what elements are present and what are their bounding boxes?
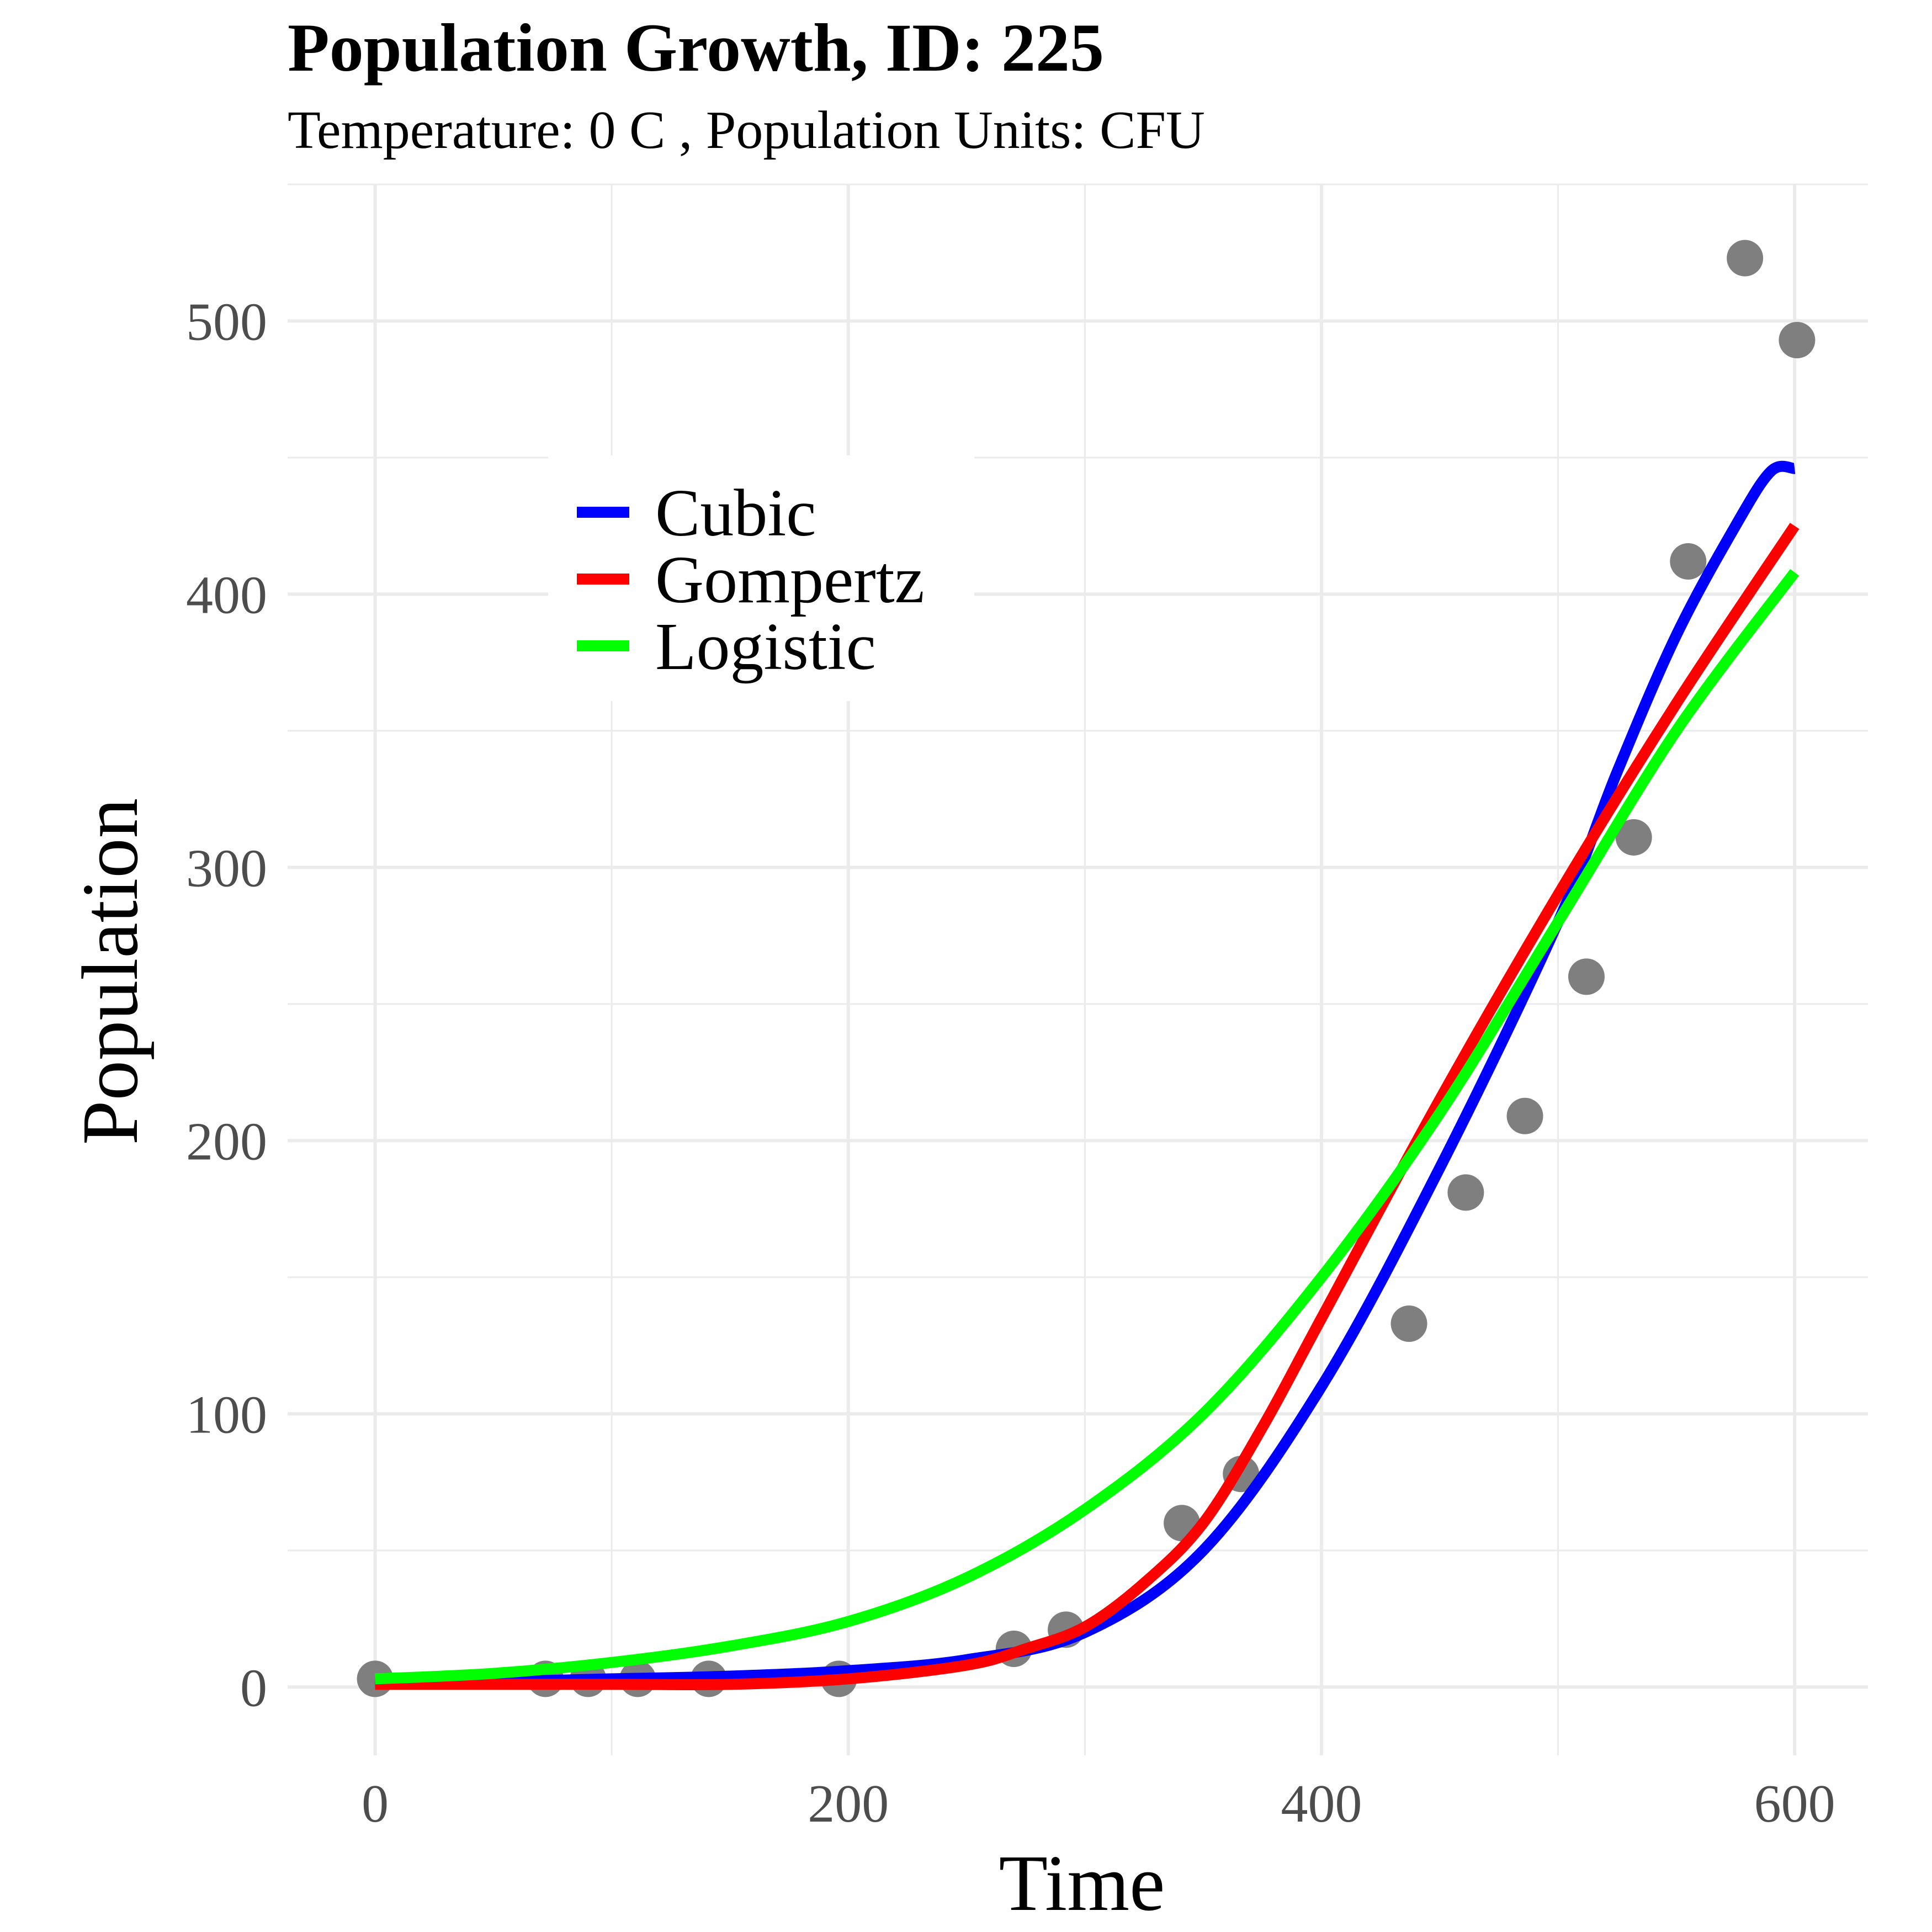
data-point — [1390, 1305, 1427, 1342]
y-tick-labels: 0 100 200 300 400 500 — [186, 292, 267, 1718]
legend-label-logistic: Logistic — [655, 609, 876, 684]
fit-lines — [375, 460, 1800, 1691]
x-tick-label: 600 — [1754, 1774, 1835, 1834]
y-tick-label: 500 — [186, 292, 267, 352]
x-tick-label: 0 — [362, 1774, 389, 1834]
x-tick-label: 200 — [808, 1774, 889, 1834]
x-tick-label: 400 — [1281, 1774, 1362, 1834]
y-tick-label: 300 — [186, 838, 267, 898]
data-point — [1779, 322, 1816, 359]
x-tick-labels: 0 200 400 600 — [362, 1774, 1835, 1834]
y-tick-label: 200 — [186, 1112, 267, 1171]
chart-subtitle: Temperature: 0 C , Population Units: CFU — [288, 100, 1205, 160]
chart-title: Population Growth, ID: 225 — [288, 10, 1104, 86]
y-tick-label: 400 — [186, 565, 267, 625]
series-line-gompertz — [375, 523, 1800, 1691]
series-line-cubic — [375, 460, 1796, 1687]
data-point — [1447, 1174, 1484, 1211]
y-axis-title: Population — [66, 798, 155, 1145]
y-tick-label: 100 — [186, 1385, 267, 1445]
data-point — [1506, 1097, 1543, 1134]
data-point — [1670, 543, 1707, 580]
legend-label-cubic: Cubic — [655, 476, 816, 550]
x-axis-title: Time — [999, 1839, 1165, 1928]
data-point — [1727, 240, 1764, 277]
data-point — [1568, 958, 1605, 995]
series-line-logistic — [375, 569, 1800, 1685]
legend-label-gompertz: Gompertz — [655, 543, 925, 617]
y-tick-label: 0 — [240, 1658, 267, 1718]
data-point — [1615, 819, 1652, 856]
